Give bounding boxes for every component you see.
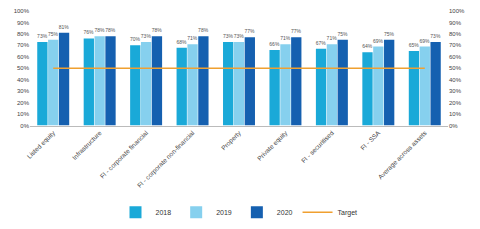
svg-text:10%: 10%: [17, 111, 30, 117]
svg-text:78%: 78%: [152, 27, 163, 33]
svg-text:20%: 20%: [449, 100, 462, 106]
svg-text:73%: 73%: [234, 33, 245, 39]
svg-text:73%: 73%: [37, 33, 48, 39]
svg-text:75%: 75%: [48, 31, 59, 37]
svg-text:0%: 0%: [20, 123, 29, 129]
svg-text:80%: 80%: [17, 31, 30, 37]
svg-text:67%: 67%: [316, 40, 327, 46]
svg-text:Infrastructure: Infrastructure: [71, 129, 103, 161]
svg-text:100%: 100%: [449, 8, 465, 14]
svg-text:FI - corporate non-financial: FI - corporate non-financial: [136, 129, 197, 190]
svg-text:75%: 75%: [384, 31, 395, 37]
svg-text:64%: 64%: [362, 43, 373, 49]
svg-text:FI - SSA: FI - SSA: [359, 129, 382, 152]
svg-text:71%: 71%: [327, 35, 338, 41]
svg-text:30%: 30%: [17, 88, 30, 94]
svg-text:78%: 78%: [94, 27, 105, 33]
svg-text:90%: 90%: [449, 20, 462, 26]
svg-text:70%: 70%: [130, 36, 141, 42]
svg-text:Average across assets: Average across assets: [376, 129, 429, 182]
svg-text:50%: 50%: [449, 65, 462, 71]
svg-text:0%: 0%: [449, 123, 458, 129]
svg-text:68%: 68%: [176, 39, 187, 45]
svg-text:73%: 73%: [430, 33, 441, 39]
svg-text:77%: 77%: [291, 28, 302, 34]
svg-text:50%: 50%: [17, 65, 30, 71]
svg-text:80%: 80%: [449, 31, 462, 37]
svg-text:Property: Property: [220, 129, 244, 153]
svg-text:81%: 81%: [59, 24, 70, 30]
svg-text:65%: 65%: [409, 42, 420, 48]
svg-text:40%: 40%: [449, 77, 462, 83]
svg-text:71%: 71%: [187, 35, 198, 41]
svg-text:Private equity: Private equity: [256, 129, 290, 163]
svg-text:100%: 100%: [14, 8, 30, 14]
svg-text:40%: 40%: [17, 77, 30, 83]
svg-text:75%: 75%: [337, 31, 348, 37]
svg-text:Listed equity: Listed equity: [25, 129, 57, 161]
svg-text:76%: 76%: [84, 29, 95, 35]
svg-text:78%: 78%: [105, 27, 116, 33]
svg-text:77%: 77%: [245, 28, 256, 34]
svg-text:70%: 70%: [449, 42, 462, 48]
svg-text:73%: 73%: [223, 33, 234, 39]
svg-text:30%: 30%: [449, 88, 462, 94]
svg-text:FI - corporate financial: FI - corporate financial: [98, 129, 150, 181]
svg-text:FI - securitised: FI - securitised: [300, 129, 335, 164]
svg-text:73%: 73%: [141, 33, 152, 39]
svg-text:69%: 69%: [373, 38, 384, 44]
svg-text:90%: 90%: [17, 20, 30, 26]
svg-text:78%: 78%: [198, 27, 209, 33]
svg-text:70%: 70%: [17, 42, 30, 48]
svg-text:2019: 2019: [216, 209, 232, 216]
svg-text:10%: 10%: [449, 111, 462, 117]
svg-text:71%: 71%: [280, 35, 291, 41]
svg-text:2018: 2018: [156, 209, 172, 216]
svg-text:Target: Target: [338, 209, 358, 217]
svg-text:60%: 60%: [449, 54, 462, 60]
svg-text:2020: 2020: [277, 209, 293, 216]
svg-text:60%: 60%: [17, 54, 30, 60]
svg-text:20%: 20%: [17, 100, 30, 106]
svg-text:66%: 66%: [269, 41, 280, 47]
svg-text:69%: 69%: [419, 38, 430, 44]
